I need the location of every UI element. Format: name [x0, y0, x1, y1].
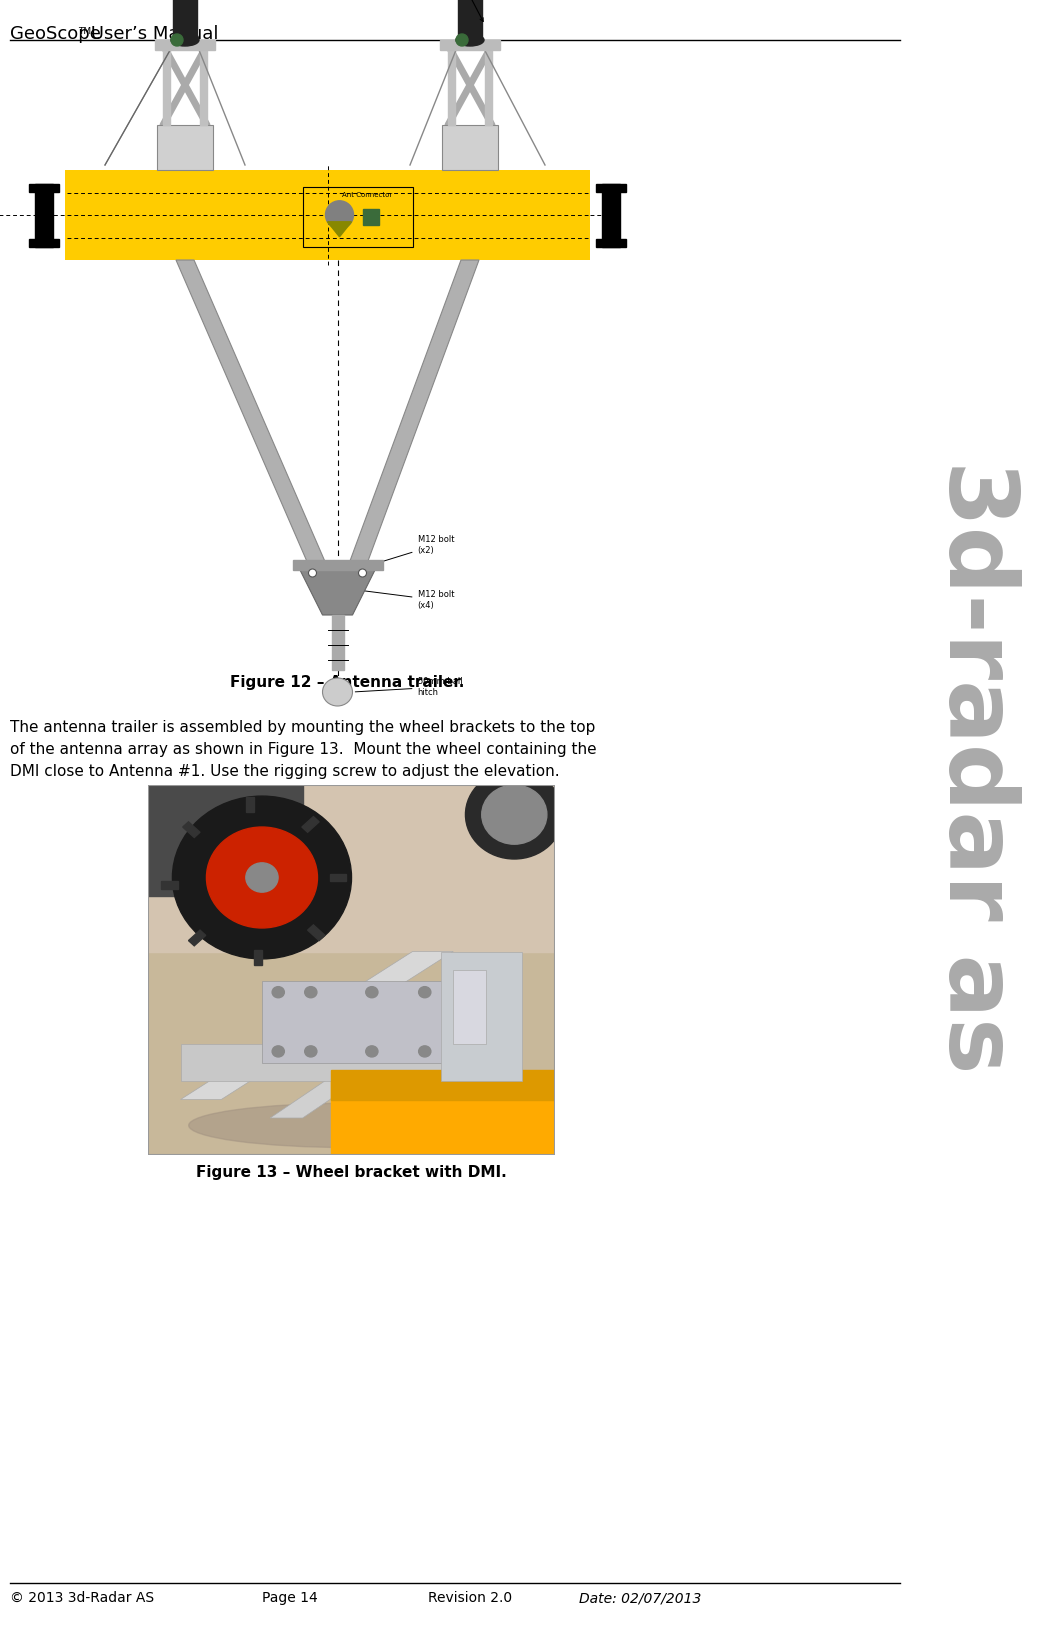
Bar	[363, 208, 379, 224]
Text: Ant Connector: Ant Connector	[342, 192, 392, 198]
Bar	[163, 46, 170, 125]
Text: of the antenna array as shown in Figure 13.  Mount the wheel containing the: of the antenna array as shown in Figure …	[10, 743, 597, 757]
Polygon shape	[348, 260, 479, 566]
Bar	[441, 952, 522, 1081]
Circle shape	[305, 1046, 317, 1056]
Polygon shape	[297, 566, 378, 614]
Bar	[181, 1043, 486, 1081]
Bar	[29, 184, 59, 192]
Ellipse shape	[171, 34, 199, 46]
Ellipse shape	[188, 1103, 515, 1147]
Text: DMI close to Antenna #1. Use the rigging screw to adjust the elevation.: DMI close to Antenna #1. Use the rigging…	[10, 764, 560, 778]
Bar	[308, 925, 324, 941]
Bar	[161, 881, 178, 889]
Bar	[155, 41, 215, 50]
Bar	[183, 822, 200, 837]
Circle shape	[245, 863, 278, 892]
Bar	[173, 0, 197, 41]
Text: 50mm ball
hitch: 50mm ball hitch	[356, 678, 462, 697]
Bar	[440, 41, 500, 50]
Text: The antenna trailer is assembled by mounting the wheel brackets to the top: The antenna trailer is assembled by moun…	[10, 720, 595, 734]
Bar	[331, 1074, 555, 1155]
Bar	[448, 46, 456, 125]
Circle shape	[366, 986, 378, 998]
Bar	[157, 125, 213, 171]
Text: Figure 13 – Wheel bracket with DMI.: Figure 13 – Wheel bracket with DMI.	[197, 1165, 506, 1180]
Text: © 2013 3d-Radar AS: © 2013 3d-Radar AS	[10, 1591, 154, 1606]
Circle shape	[482, 785, 547, 845]
Text: DMI encoder location: DMI encoder location	[400, 0, 490, 21]
Bar	[453, 970, 486, 1043]
Bar	[332, 614, 343, 670]
Circle shape	[207, 827, 317, 928]
Bar	[442, 125, 498, 171]
Text: TM: TM	[78, 28, 92, 36]
Polygon shape	[181, 952, 453, 1100]
Bar	[331, 1069, 555, 1100]
Circle shape	[419, 986, 431, 998]
Text: M12 bolt
(x2): M12 bolt (x2)	[381, 535, 454, 562]
Text: GeoScope: GeoScope	[10, 24, 101, 42]
Bar	[458, 0, 482, 41]
Bar	[64, 171, 590, 260]
Bar	[485, 46, 492, 125]
Bar	[148, 785, 555, 952]
Bar	[29, 239, 59, 247]
Text: 3d-radar as: 3d-radar as	[929, 460, 1021, 1074]
Circle shape	[309, 569, 316, 577]
Circle shape	[171, 34, 183, 46]
Circle shape	[272, 1046, 284, 1056]
Text: User’s Manual: User’s Manual	[85, 24, 218, 42]
Circle shape	[272, 986, 284, 998]
Bar	[292, 561, 383, 570]
Text: M12 bolt
(x4): M12 bolt (x4)	[360, 590, 454, 609]
Bar	[200, 46, 207, 125]
Bar	[35, 184, 53, 247]
Bar	[330, 874, 346, 881]
Bar	[188, 929, 206, 946]
Bar	[303, 187, 413, 247]
Bar	[302, 817, 319, 832]
Text: Date: 02/07/2013: Date: 02/07/2013	[579, 1591, 701, 1606]
Circle shape	[456, 34, 468, 46]
Ellipse shape	[322, 678, 353, 705]
Bar	[148, 785, 303, 895]
Polygon shape	[270, 988, 494, 1118]
Bar	[596, 184, 626, 192]
Polygon shape	[328, 221, 352, 237]
Circle shape	[466, 770, 563, 860]
Text: Figure 12 – Antenna trailer.: Figure 12 – Antenna trailer.	[230, 674, 465, 691]
Polygon shape	[176, 260, 327, 566]
Ellipse shape	[456, 34, 484, 46]
Bar	[245, 798, 254, 812]
Text: Page 14: Page 14	[262, 1591, 318, 1606]
Bar	[596, 239, 626, 247]
Circle shape	[359, 569, 366, 577]
Circle shape	[326, 202, 354, 229]
Circle shape	[366, 1046, 378, 1056]
Circle shape	[305, 986, 317, 998]
Circle shape	[173, 796, 352, 959]
Bar	[262, 982, 458, 1063]
Circle shape	[419, 1046, 431, 1056]
Bar	[254, 951, 262, 965]
Text: Revision 2.0: Revision 2.0	[427, 1591, 512, 1606]
Bar	[602, 184, 620, 247]
